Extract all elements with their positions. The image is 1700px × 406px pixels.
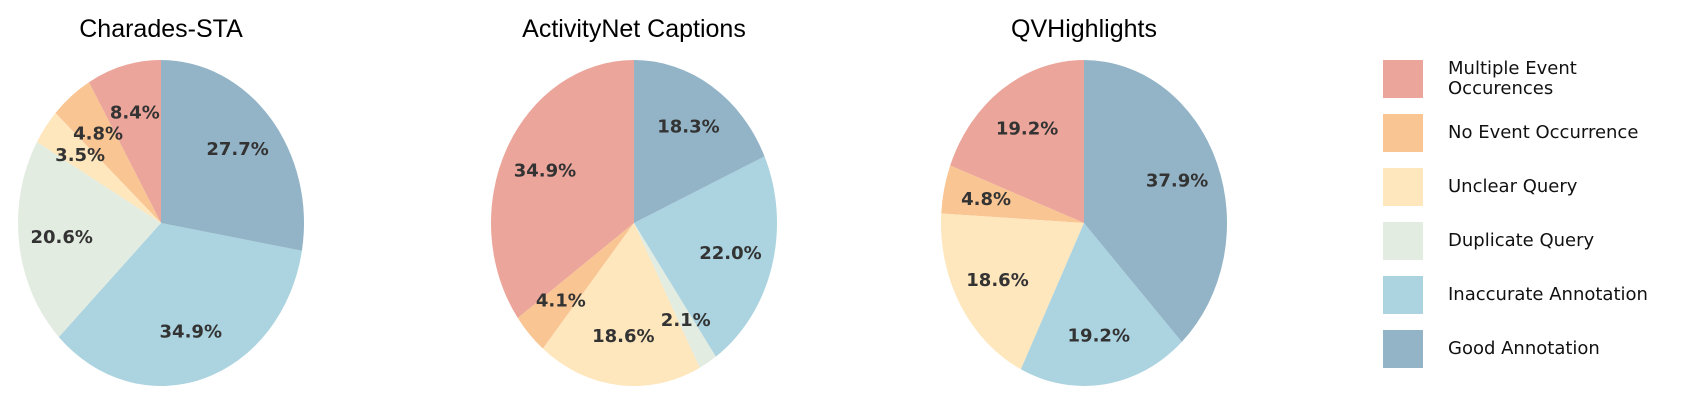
pie-slice <box>941 213 1084 370</box>
pie-slice <box>36 113 162 223</box>
legend-item-unclear-query: Unclear Query <box>1383 168 1693 206</box>
slice-label: 2.1% <box>661 310 711 331</box>
slice-label: 3.5% <box>55 145 105 166</box>
slice-label: 20.6% <box>30 227 92 248</box>
legend-item-good-annotation: Good Annotation <box>1383 330 1693 368</box>
pie-slice <box>542 223 700 386</box>
legend-item-no-event: No Event Occurrence <box>1383 114 1693 152</box>
slice-label: 8.4% <box>110 102 160 123</box>
chart-title: ActivityNet Captions <box>522 15 746 43</box>
legend-item-inaccurate-annotation: Inaccurate Annotation <box>1383 276 1693 314</box>
legend-swatch <box>1383 222 1423 260</box>
legend-swatch <box>1383 114 1423 152</box>
pie-slice <box>17 141 162 338</box>
chart-title: Charades-STA <box>79 15 243 43</box>
pie-slice <box>490 60 634 318</box>
pie-slice <box>634 156 777 357</box>
pie-slice <box>517 223 634 349</box>
slice-label: 19.2% <box>996 119 1058 140</box>
slice-label: 22.0% <box>699 243 761 264</box>
pie-slice <box>634 60 765 223</box>
slice-label: 37.9% <box>1146 171 1208 192</box>
legend-label: Duplicate Query <box>1448 230 1595 251</box>
legend-label: Unclear Query <box>1448 176 1578 197</box>
chart-title: QVHighlights <box>1011 15 1157 43</box>
slice-label: 19.2% <box>1068 325 1130 346</box>
pie-slice <box>55 82 161 223</box>
pie-slice <box>634 223 716 368</box>
slice-label: 18.3% <box>657 117 719 138</box>
pie-slice <box>950 60 1084 223</box>
pie-slice <box>88 60 161 223</box>
legend-swatch <box>1383 330 1423 368</box>
pie-slice <box>58 223 302 387</box>
legend-label: Multiple Event Occurences <box>1448 58 1577 99</box>
legend-item-duplicate-query: Duplicate Query <box>1383 222 1693 260</box>
slice-label: 27.7% <box>206 139 268 160</box>
slice-label: 34.9% <box>514 160 576 181</box>
pie-slice <box>941 165 1084 223</box>
pie-slice <box>161 60 305 251</box>
legend-item-multiple-event: Multiple Event Occurences <box>1383 59 1693 99</box>
slice-label: 18.6% <box>592 326 654 347</box>
slice-label: 34.9% <box>160 321 222 342</box>
pie-slice <box>1084 59 1228 342</box>
slice-label: 4.1% <box>536 290 586 311</box>
slice-label: 18.6% <box>966 270 1028 291</box>
legend-swatch <box>1383 60 1423 98</box>
legend-swatch <box>1383 276 1423 314</box>
legend-label: Good Annotation <box>1448 338 1600 359</box>
pie-slice <box>1020 223 1182 386</box>
legend-label: Inaccurate Annotation <box>1448 284 1648 305</box>
slice-label: 4.8% <box>961 189 1011 210</box>
slice-label: 4.8% <box>73 124 123 145</box>
legend-swatch <box>1383 168 1423 206</box>
legend-label: No Event Occurrence <box>1448 122 1639 143</box>
